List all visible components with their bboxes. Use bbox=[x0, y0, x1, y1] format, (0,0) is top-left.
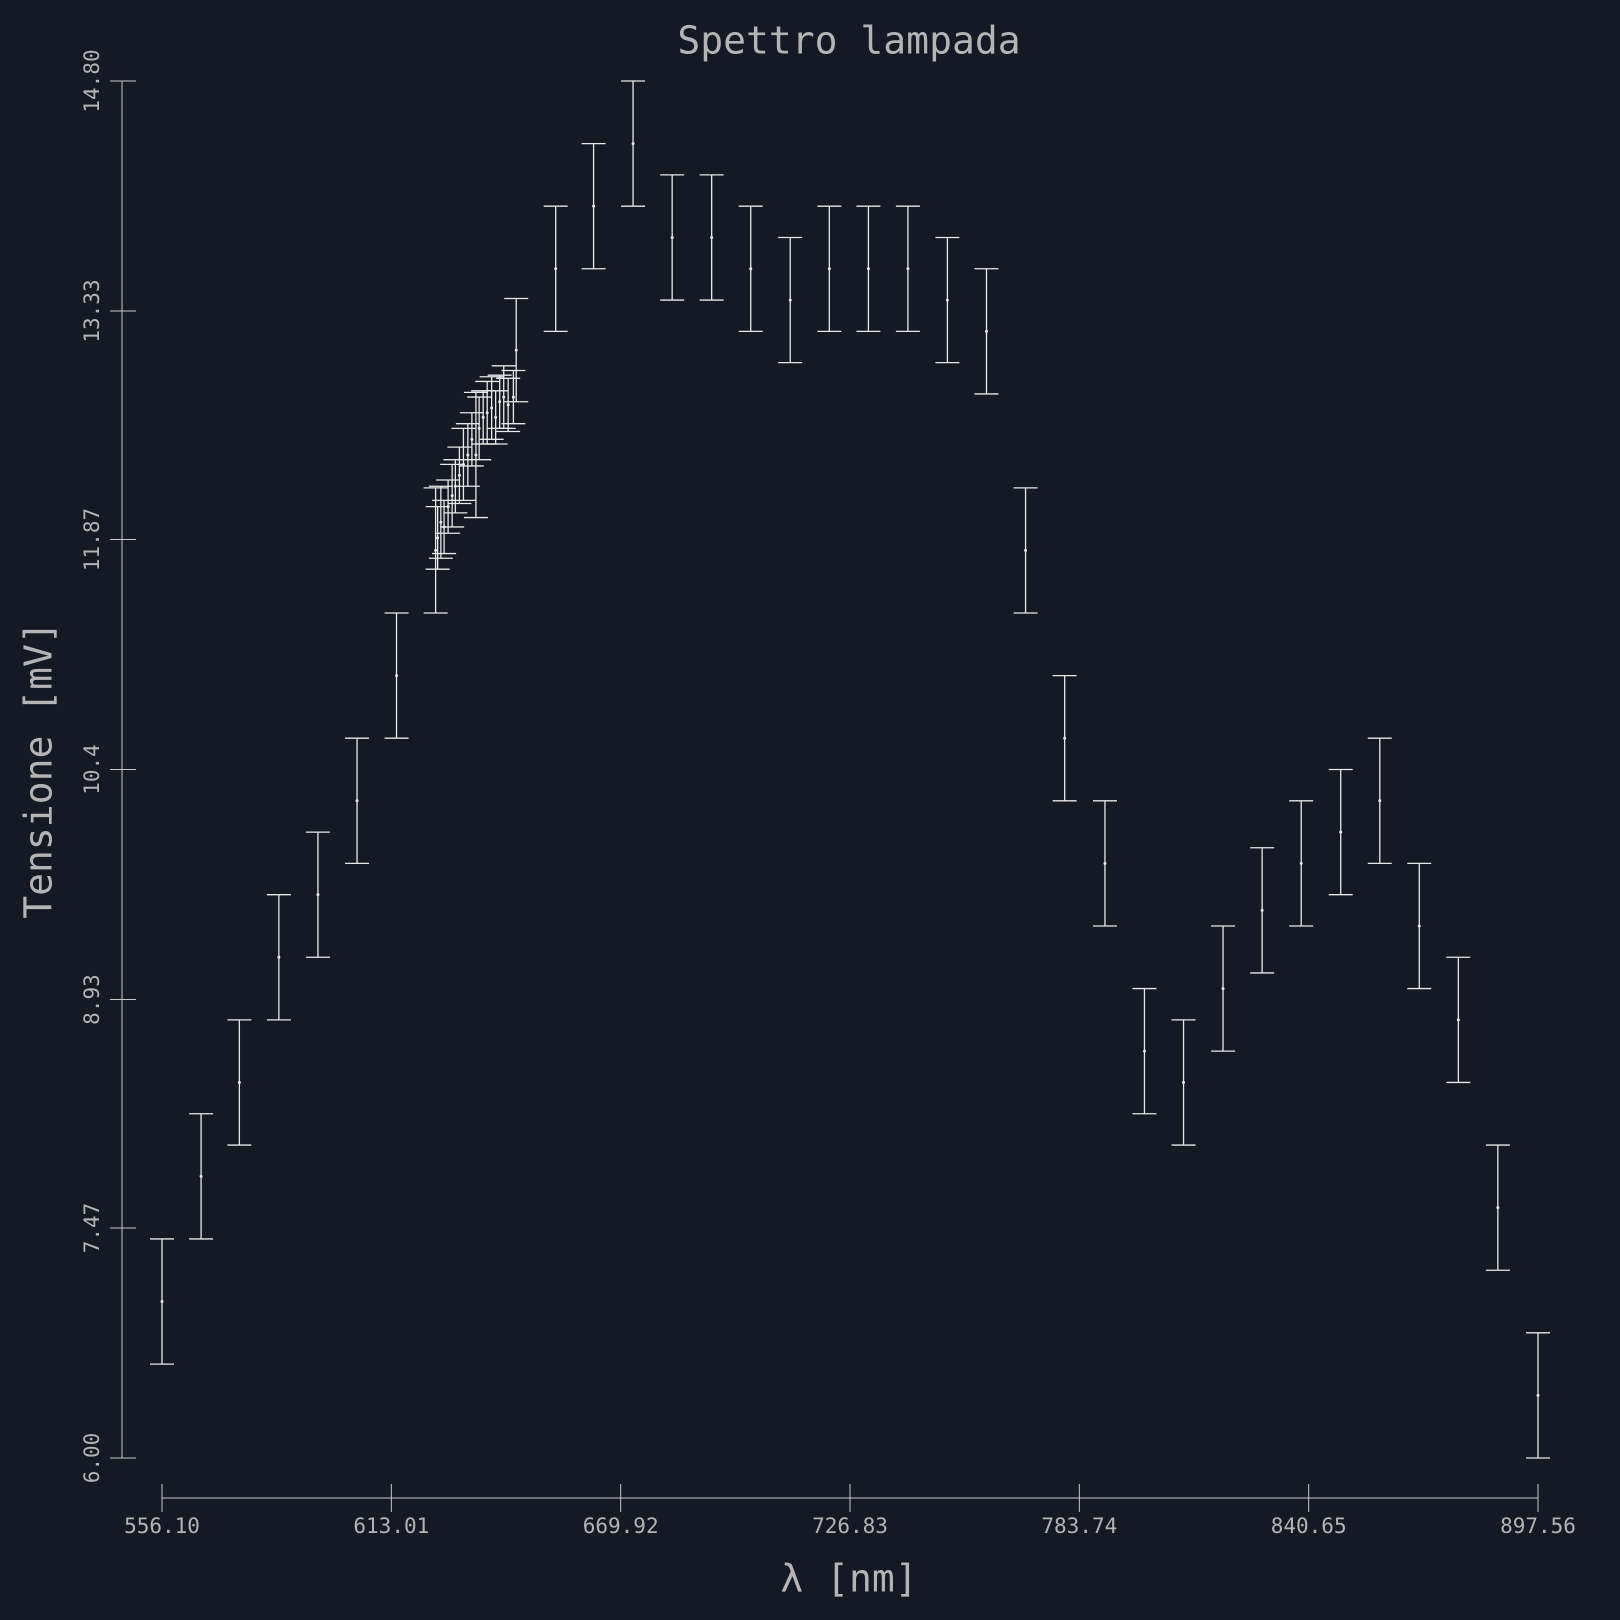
data-point bbox=[439, 520, 443, 524]
data-point bbox=[470, 437, 474, 441]
data-point bbox=[984, 329, 988, 333]
data-point bbox=[485, 411, 489, 415]
data-point bbox=[1182, 1080, 1186, 1084]
data-point bbox=[1299, 861, 1303, 865]
chart-title: Spettro lampada bbox=[677, 19, 1020, 63]
y-tick-label: 14.80 bbox=[80, 49, 104, 112]
data-point bbox=[477, 426, 481, 430]
data-point bbox=[710, 235, 714, 239]
data-point bbox=[827, 267, 831, 271]
data-point bbox=[502, 395, 506, 399]
y-tick-label: 8.93 bbox=[80, 974, 104, 1025]
data-point bbox=[446, 505, 450, 509]
data-point bbox=[1496, 1206, 1500, 1210]
y-tick-label: 6.00 bbox=[80, 1433, 104, 1484]
data-point bbox=[514, 348, 518, 352]
data-point bbox=[1260, 908, 1264, 912]
data-point bbox=[1378, 799, 1382, 803]
data-point bbox=[466, 453, 470, 457]
y-tick-label: 7.47 bbox=[80, 1203, 104, 1254]
x-axis-title: λ [nm] bbox=[780, 1557, 917, 1601]
data-point bbox=[506, 403, 510, 407]
data-point bbox=[436, 536, 440, 540]
data-point bbox=[199, 1174, 203, 1178]
y-axis-title: Tensione [mV] bbox=[17, 621, 61, 918]
y-tick-label: 13.33 bbox=[80, 279, 104, 342]
x-tick-label: 556.10 bbox=[124, 1514, 200, 1538]
x-tick-label: 783.74 bbox=[1041, 1514, 1117, 1538]
data-point bbox=[788, 298, 792, 302]
data-point bbox=[1103, 861, 1107, 865]
data-point bbox=[1536, 1393, 1540, 1397]
data-point bbox=[670, 235, 674, 239]
data-point bbox=[1142, 1049, 1146, 1053]
data-point bbox=[1063, 736, 1067, 740]
data-point bbox=[1339, 830, 1343, 834]
data-point bbox=[461, 462, 465, 466]
x-tick-label: 897.56 bbox=[1500, 1514, 1576, 1538]
data-point bbox=[866, 267, 870, 271]
data-point bbox=[749, 267, 753, 271]
data-point bbox=[453, 484, 457, 488]
data-point bbox=[434, 548, 438, 552]
data-point bbox=[474, 453, 478, 457]
data-point bbox=[316, 893, 320, 897]
x-tick-label: 726.83 bbox=[812, 1514, 888, 1538]
data-point bbox=[1456, 1018, 1460, 1022]
data-point bbox=[945, 298, 949, 302]
data-point bbox=[1221, 987, 1225, 991]
data-point bbox=[906, 267, 910, 271]
data-point bbox=[237, 1080, 241, 1084]
data-point bbox=[490, 406, 494, 410]
data-point bbox=[160, 1300, 164, 1304]
x-tick-label: 613.01 bbox=[353, 1514, 429, 1538]
data-point bbox=[498, 400, 502, 404]
data-point bbox=[481, 415, 485, 419]
data-point bbox=[1417, 924, 1421, 928]
x-tick-label: 669.92 bbox=[583, 1514, 659, 1538]
data-point bbox=[450, 494, 454, 498]
data-point bbox=[494, 415, 498, 419]
data-point bbox=[554, 267, 558, 271]
x-tick-label: 840.65 bbox=[1271, 1514, 1347, 1538]
y-tick-label: 11.87 bbox=[80, 508, 104, 571]
data-point bbox=[511, 395, 515, 399]
data-point bbox=[592, 204, 596, 208]
data-point bbox=[457, 473, 461, 477]
data-point bbox=[277, 955, 281, 959]
data-point bbox=[395, 674, 399, 678]
y-tick-label: 10.4 bbox=[80, 744, 104, 795]
data-point bbox=[1024, 548, 1028, 552]
data-point bbox=[631, 142, 635, 146]
data-point bbox=[355, 799, 359, 803]
